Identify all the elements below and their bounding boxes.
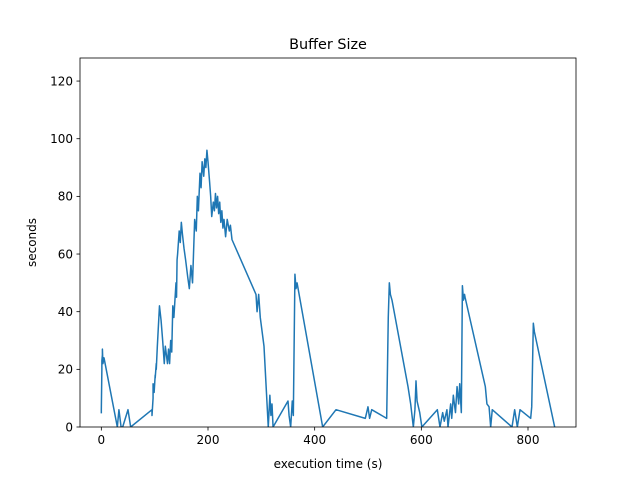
y-tick-label: 0 <box>65 420 73 434</box>
y-tick-label: 100 <box>50 132 73 146</box>
plot-area <box>79 57 577 428</box>
y-tick-label: 40 <box>58 305 73 319</box>
x-tick-label: 200 <box>197 433 220 447</box>
series-line <box>100 149 556 427</box>
y-tick-label: 20 <box>58 363 73 377</box>
y-tick-label: 60 <box>58 247 73 261</box>
y-tick-label: 80 <box>58 190 73 204</box>
x-axis-label: execution time (s) <box>274 457 383 471</box>
x-tick-label: 400 <box>303 433 326 447</box>
plot-frame <box>79 57 577 428</box>
chart-title: Buffer Size <box>289 37 367 53</box>
x-axis: 0 200 400 600 800 <box>98 427 540 447</box>
y-axis: 0 20 40 60 80 100 120 <box>50 74 80 434</box>
x-tick-label: 0 <box>98 433 106 447</box>
x-tick-label: 800 <box>517 433 540 447</box>
x-tick-label: 600 <box>410 433 433 447</box>
y-axis-label: seconds <box>25 218 39 267</box>
y-tick-label: 120 <box>50 74 73 88</box>
